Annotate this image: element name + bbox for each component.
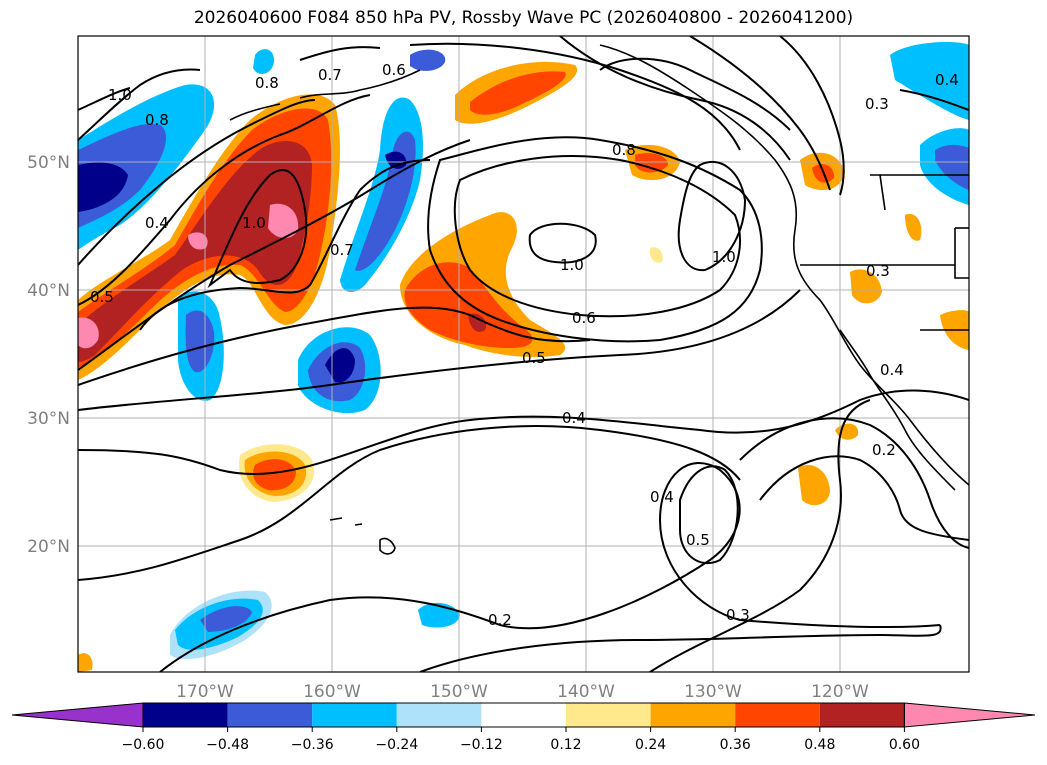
colorbar-tick-label: 0.24 [635,737,666,753]
contour-label: 0.6 [382,61,406,79]
contour-label: 1.0 [712,248,736,266]
contour-label: 1.0 [108,86,132,104]
lat-label-40n: 40°N [27,281,70,301]
chart-title: 2026040600 F084 850 hPa PV, Rossby Wave … [193,8,854,28]
contour-label: 0.4 [880,361,904,379]
lon-label-160w: 160°W [303,682,361,702]
contour-label: 1.0 [242,214,266,232]
colorbar-tick-label: −0.36 [291,737,334,753]
colorbar: −0.60 −0.48 −0.36 −0.24 −0.12 0.12 0.24 … [11,702,1036,753]
lat-label-50n: 50°N [27,153,70,173]
contour-label: 0.8 [145,111,169,129]
contour-label: 0.5 [90,288,114,306]
colorbar-segment [396,703,482,727]
lon-label-150w: 150°W [430,682,488,702]
colorbar-segment [819,703,905,727]
map-frame [77,35,970,673]
map-panel: 1.0 0.8 0.7 0.6 0.8 0.4 0.5 1.0 0.7 1.0 … [78,36,969,672]
contour-label: 0.3 [726,606,750,624]
colorbar-arrow-high [903,702,1036,728]
contour-label: 0.4 [935,71,959,89]
lat-label-30n: 30°N [27,409,70,429]
contour-label: 0.7 [330,241,354,259]
longitude-labels: 170°W 160°W 150°W 140°W 130°W 120°W [176,682,869,702]
colorbar-tick-label: 0.48 [804,737,835,753]
contour-label: 0.6 [572,309,596,327]
lon-label-120w: 120°W [811,682,869,702]
contour-label: 0.4 [145,214,169,232]
contour-label: 0.5 [522,349,546,367]
contour-label: 0.2 [872,441,896,459]
contour-labels: 1.0 0.8 0.7 0.6 0.8 0.4 0.5 1.0 0.7 1.0 … [90,61,959,629]
contour-label: 0.4 [650,488,674,506]
colorbar-segment [143,703,228,727]
contour-label: 1.0 [560,256,584,274]
contour-label: 0.5 [686,531,710,549]
pv-contours [78,36,969,672]
contour-label: 0.3 [865,95,889,113]
colorbar-segment [650,703,736,727]
colorbar-arrow-low [11,702,144,728]
contour-label: 0.4 [562,409,586,427]
lon-label-170w: 170°W [176,682,234,702]
contour-label: 0.2 [488,611,512,629]
colorbar-segment [735,703,820,727]
colorbar-segment [312,703,397,727]
lon-label-130w: 130°W [684,682,742,702]
contour-label: 0.8 [612,141,636,159]
contour-label: 0.8 [255,74,279,92]
colorbar-segment [227,703,313,727]
latitude-labels: 50°N 40°N 30°N 20°N [27,153,70,557]
colorbar-tick-label: 0.60 [889,737,920,753]
contour-label: 0.7 [318,66,342,84]
colorbar-segment [481,703,566,727]
colorbar-tick-label: −0.24 [375,737,418,753]
colorbar-segment [566,703,651,727]
colorbar-tick-label: 0.36 [720,737,751,753]
colorbar-tick-label: −0.12 [460,737,503,753]
lat-label-20n: 20°N [27,537,70,557]
coastlines [229,44,969,555]
contour-label: 0.3 [866,262,890,280]
colorbar-tick-label: −0.60 [122,737,165,753]
colorbar-tick-label: 0.12 [550,737,581,753]
lon-label-140w: 140°W [557,682,615,702]
colorbar-tick-label: −0.48 [206,737,249,753]
